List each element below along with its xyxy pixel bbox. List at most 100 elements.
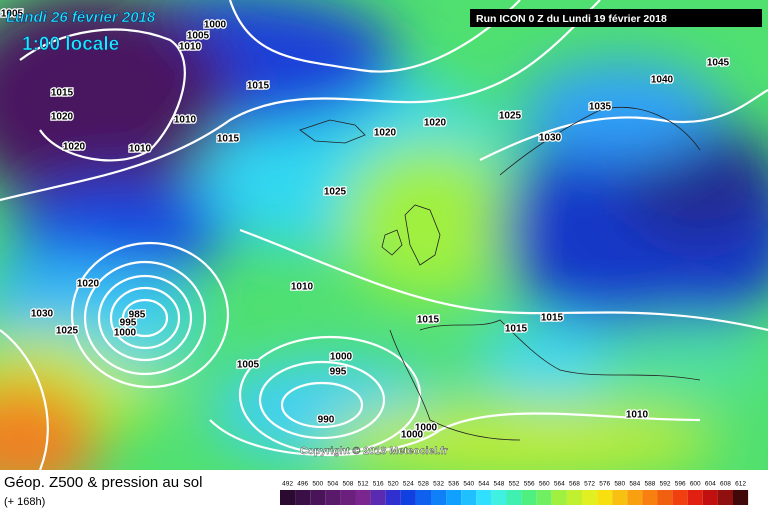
scale-label: 580 [614,481,625,488]
forecast-time: 1:00 locale [22,34,119,55]
isobar-label: 990 [318,415,335,426]
scale-swatch [612,490,628,505]
scale-label: 592 [660,481,671,488]
isobar-label: 1025 [499,111,522,122]
isobar-label: 1000 [114,328,137,339]
isobar-label: 1005 [237,360,260,371]
scale-swatch [536,490,552,505]
scale-label: 564 [554,481,565,488]
isobar-label: 1015 [417,315,440,326]
isobar-label: 1005 [1,9,24,20]
scale-swatch [506,490,522,505]
scale-label: 548 [494,481,505,488]
scale-label: 524 [403,481,414,488]
isobar-label: 1030 [31,309,54,320]
scale-swatch [521,490,537,505]
scale-swatch [385,490,401,505]
isobar-label: 1005 [187,31,210,42]
scale-swatch [340,490,356,505]
isobar-label: 1025 [56,326,79,337]
scale-label: 584 [629,481,640,488]
scale-label: 544 [478,481,489,488]
footer-subtitle: (+ 168h) [4,496,45,508]
scale-label: 588 [645,481,656,488]
scale-swatch [491,490,507,505]
isobars [0,0,768,470]
isobar-label: 1020 [374,128,397,139]
scale-swatch [325,490,341,505]
scale-label: 504 [327,481,338,488]
isobar-label: 1040 [651,75,674,86]
color-scale: 492 496 500 504 508 512 516 520 524 528 532 536 540 5… [280,481,749,505]
scale-label: 516 [373,481,384,488]
scale-label: 576 [599,481,610,488]
footer-title: Géop. Z500 & pression au sol [4,474,202,491]
scale-swatch [310,490,326,505]
isobar-label: 1015 [541,313,564,324]
scale-label: 612 [735,481,746,488]
isobar-label: 1030 [539,133,562,144]
scale-swatch [566,490,582,505]
scale-label: 540 [463,481,474,488]
isobar-label: 1010 [174,115,197,126]
scale-label: 560 [539,481,550,488]
scale-label: 536 [448,481,459,488]
scale-label: 508 [343,481,354,488]
scale-label: 552 [509,481,520,488]
scale-swatch [355,490,371,505]
scale-swatch [672,490,688,505]
isobar-label: 985 [129,310,146,321]
scale-label: 512 [358,481,369,488]
scale-swatch [657,490,673,505]
scale-swatch [370,490,386,505]
isobar-label: 1045 [707,58,730,69]
scale-swatch [582,490,598,505]
isobar-label: 995 [330,367,347,378]
scale-label: 568 [569,481,580,488]
scale-label: 604 [705,481,716,488]
isobar-label: 1020 [77,279,100,290]
scale-swatch [702,490,718,505]
scale-swatch [687,490,703,505]
scale-label: 600 [690,481,701,488]
scale-swatch [446,490,462,505]
coastlines [299,107,701,441]
scale-label: 520 [388,481,399,488]
scale-swatch [627,490,643,505]
isobar-label: 995 [120,318,137,329]
run-info: Run ICON 0 Z du Lundi 19 février 2018 [476,13,667,25]
scale-label: 492 [282,481,293,488]
isobar-label: 1015 [505,324,528,335]
scale-swatch [717,490,733,505]
isobar-label: 1010 [291,282,314,293]
isobar-label: 1015 [247,81,270,92]
copyright: Copyright © 2018 Meteociel.fr [300,445,448,457]
scale-label: 596 [675,481,686,488]
isobar-label: 1010 [179,42,202,53]
map: 1005 1000 1005 1010 1015 1015 1020 1010 … [0,0,768,470]
isobar-label: 1025 [324,187,347,198]
isobar-label: 1020 [424,118,447,129]
scale-swatch [642,490,658,505]
scale-swatch [415,490,431,505]
scale-label: 528 [418,481,429,488]
isobar-label: 1020 [51,112,74,123]
scale-swatch [461,490,477,505]
isobar-labels: 1005 1000 1005 1010 1015 1015 1020 1010 … [0,7,731,442]
scale-label: 532 [433,481,444,488]
scale-swatch [597,490,613,505]
isobar-label: 1015 [51,88,74,99]
isobar-label: 1010 [129,144,152,155]
scale-label: 608 [720,481,731,488]
isobar-label: 1020 [63,142,86,153]
scale-swatch [280,490,296,505]
scale-label: 572 [584,481,595,488]
isobar-label: 1000 [415,423,438,434]
scale-swatch [295,490,311,505]
isobar-label: 1000 [204,20,227,31]
isobar-label: 1015 [217,134,240,145]
scale-label: 496 [297,481,308,488]
scale-swatch [400,490,416,505]
isobar-label: 1010 [626,410,649,421]
scale-label: 500 [312,481,323,488]
